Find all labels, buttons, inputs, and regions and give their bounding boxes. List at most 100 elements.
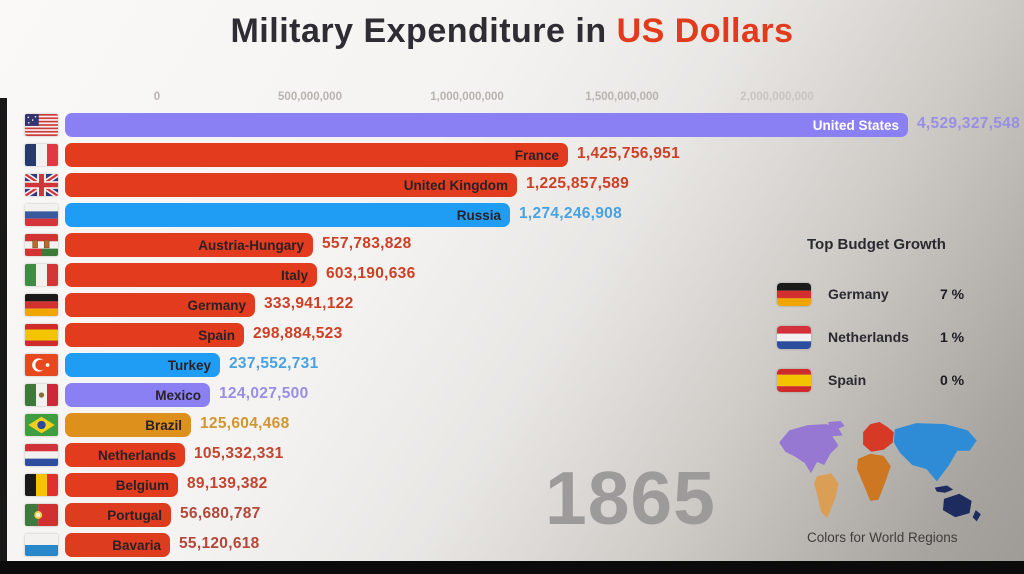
left-letterbox: [0, 98, 7, 561]
bar-row: Spain 298,884,523: [0, 320, 1024, 350]
flag-tr-icon: [25, 354, 58, 376]
bar-value-label: 1,274,246,908: [519, 205, 623, 222]
bar-country-label: Spain: [198, 327, 235, 343]
bar-row: Russia 1,274,246,908: [0, 200, 1024, 230]
growth-country-label: Germany: [828, 286, 889, 302]
bar: France: [65, 143, 568, 167]
region-new-zealand: [972, 510, 981, 522]
bar-country-label: United States: [812, 117, 899, 133]
bar-value-label: 1,425,756,951: [577, 145, 681, 162]
bar: Germany: [65, 293, 255, 317]
flag-it-icon: [25, 264, 58, 286]
bar-value-label: 55,120,618: [179, 535, 260, 552]
bar: Mexico: [65, 383, 210, 407]
region-asia: [893, 423, 977, 482]
bar-country-label: Belgium: [115, 477, 169, 493]
flag-pt-icon: [25, 504, 58, 526]
bar-row: Belgium 89,139,382: [0, 470, 1024, 500]
bar-country-label: Turkey: [167, 357, 211, 373]
region-europe: [863, 422, 894, 452]
flag-es-icon: [777, 369, 811, 392]
bar-country-label: France: [514, 147, 559, 163]
bar: United Kingdom: [65, 173, 517, 197]
growth-panel-title: Top Budget Growth: [807, 236, 946, 253]
page-title-text: Military Expenditure in: [230, 12, 617, 50]
bar-country-label: Bavaria: [112, 537, 161, 553]
world-map-svg: [779, 421, 981, 522]
bar-value-label: 603,190,636: [326, 265, 416, 282]
flag-br-icon: [25, 414, 58, 436]
bar-value-label: 89,139,382: [187, 475, 268, 492]
region-australia: [942, 493, 972, 518]
bar-row: Austria-Hungary 557,783,828: [0, 230, 1024, 260]
bar-value-label: 237,552,731: [229, 355, 319, 372]
growth-row: Germany 7 %: [772, 283, 1008, 308]
page-title-highlight: US Dollars: [616, 12, 794, 50]
region-southeast-asia-islands: [934, 485, 954, 493]
growth-country-label: Spain: [828, 372, 867, 388]
bar-value-label: 125,604,468: [200, 415, 290, 432]
bar-row: Brazil 125,604,468: [0, 410, 1024, 440]
bar: United States: [65, 113, 908, 137]
bar-country-label: Brazil: [145, 417, 182, 433]
map-caption: Colors for World Regions: [807, 530, 958, 545]
bar: Russia: [65, 203, 510, 227]
bar-value-label: 105,332,331: [194, 445, 284, 462]
world-map: [773, 420, 988, 525]
bar: Netherlands: [65, 443, 185, 467]
x-axis: 0 500,000,000 1,000,000,000 1,500,000,000 2,…: [0, 91, 1024, 109]
axis-tick: 2,000,000,000: [740, 91, 814, 103]
bar-row: Netherlands 105,332,331: [0, 440, 1024, 470]
bar-value-label: 56,680,787: [180, 505, 261, 522]
bar-row: Portugal 56,680,787: [0, 500, 1024, 530]
growth-percent: 7 %: [940, 286, 965, 302]
flag-de-icon: [777, 283, 811, 306]
bar-row: United States 4,529,327,548: [0, 110, 1024, 140]
bar-value-label: 124,027,500: [219, 385, 309, 402]
bar-row: United Kingdom 1,225,857,589: [0, 170, 1024, 200]
bar-value-label: 298,884,523: [253, 325, 343, 342]
bar-value-label: 333,941,122: [264, 295, 354, 312]
bar: Brazil: [65, 413, 191, 437]
growth-percent: 1 %: [940, 329, 965, 345]
bar-row: Italy 603,190,636: [0, 260, 1024, 290]
region-south-america: [813, 473, 839, 519]
bar-value-label: 4,529,327,548: [917, 115, 1021, 132]
flag-athu-icon: [25, 234, 58, 256]
axis-tick: 0: [153, 91, 161, 103]
growth-country-label: Netherlands: [828, 329, 909, 345]
flag-nl-icon: [25, 444, 58, 466]
flag-mx-icon: [25, 384, 58, 406]
flag-gb-icon: [25, 174, 58, 196]
bar-row: France 1,425,756,951: [0, 140, 1024, 170]
flag-be-icon: [25, 474, 58, 496]
flag-nl-icon: [777, 326, 811, 349]
bar: Bavaria: [65, 533, 170, 557]
bar: Turkey: [65, 353, 220, 377]
bar: Belgium: [65, 473, 178, 497]
growth-percent: 0 %: [940, 372, 965, 388]
flag-de-icon: [25, 294, 58, 316]
bar-country-label: Russia: [456, 207, 501, 223]
bar-row: Bavaria 55,120,618: [0, 530, 1024, 560]
bar-country-label: United Kingdom: [403, 177, 508, 193]
growth-row: Netherlands 1 %: [772, 326, 1008, 351]
bar: Austria-Hungary: [65, 233, 313, 257]
bar-country-label: Mexico: [155, 387, 201, 403]
flag-us-icon: [25, 114, 58, 136]
axis-tick: 1,500,000,000: [585, 91, 659, 103]
bar-row: Turkey 237,552,731: [0, 350, 1024, 380]
bar: Spain: [65, 323, 244, 347]
year-label: 1865: [545, 456, 716, 540]
region-africa: [856, 453, 891, 501]
flag-ru-icon: [25, 204, 58, 226]
flag-bavaria-icon: [25, 534, 58, 556]
bottom-letterbox: [0, 561, 1024, 574]
region-north-america: [779, 424, 843, 474]
axis-tick: 500,000,000: [278, 91, 342, 103]
bar-row: Mexico 124,027,500: [0, 380, 1024, 410]
bar: Italy: [65, 263, 317, 287]
bar-country-label: Germany: [187, 297, 246, 313]
bar-country-label: Portugal: [107, 507, 162, 523]
